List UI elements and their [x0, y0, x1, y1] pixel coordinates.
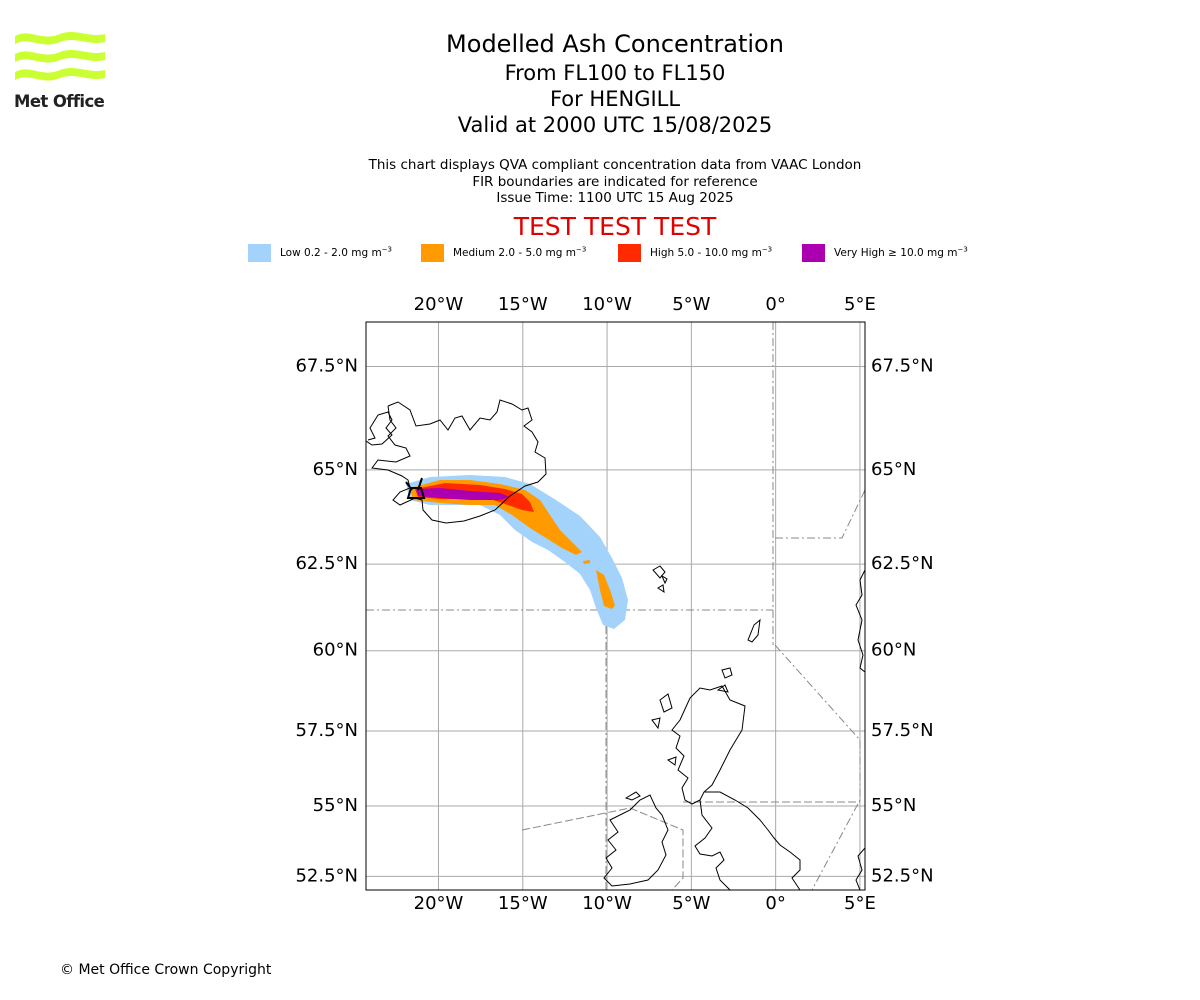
lat-tick-label-left: 60°N	[313, 640, 358, 661]
ireland-coastline	[603, 791, 669, 887]
lon-tick-label-top: 5°W	[672, 294, 710, 315]
ash-low-region	[406, 475, 628, 629]
faroe-islands-coastline	[652, 565, 668, 594]
issue-time: Issue Time: 1100 UTC 15 Aug 2025	[496, 190, 734, 206]
chart-title: Modelled Ash Concentration	[446, 30, 784, 58]
lon-tick-label-bottom: 5°W	[672, 893, 710, 914]
lat-tick-label-left: 62.5°N	[295, 553, 358, 574]
legend-swatch-high	[618, 244, 641, 262]
legend-item-medium: Medium 2.0 - 5.0 mg m−3	[421, 244, 586, 262]
legend-item-very-high: Very High ≥ 10.0 mg m−3	[802, 244, 968, 262]
copyright: © Met Office Crown Copyright	[60, 962, 272, 978]
test-banner: TEST TEST TEST	[513, 212, 717, 241]
qva-note: This chart displays QVA compliant concen…	[368, 157, 862, 173]
lat-tick-label-right: 65°N	[871, 459, 916, 480]
volcano-marker-icon	[405, 477, 426, 499]
lat-tick-label-right: 62.5°N	[871, 553, 934, 574]
fir-note: FIR boundaries are indicated for referen…	[472, 173, 758, 190]
fir-boundary-line	[775, 489, 865, 539]
legend-item-low: Low 0.2 - 2.0 mg m−3	[248, 244, 392, 262]
map-frame	[365, 321, 866, 891]
lat-tick-label-right: 57.5°N	[871, 720, 934, 741]
ash-medium-region	[583, 560, 590, 564]
lat-tick-label-left: 65°N	[313, 459, 358, 480]
concentration-legend: Low 0.2 - 2.0 mg m−3 Medium 2.0 - 5.0 mg…	[0, 244, 1200, 264]
denmark-coastline	[855, 847, 865, 890]
fir-boundary-line	[521, 807, 684, 890]
lon-tick-label-bottom: 15°W	[498, 893, 548, 914]
lon-tick-label-top: 15°W	[498, 294, 548, 315]
lat-tick-label-right: 60°N	[871, 640, 916, 661]
legend-swatch-medium	[421, 244, 444, 262]
norway-coastline	[855, 569, 865, 673]
lat-tick-label-left: 57.5°N	[295, 720, 358, 741]
ash-very-high-region	[416, 488, 510, 500]
lon-tick-label-bottom: 10°W	[582, 893, 632, 914]
lon-tick-label-top: 10°W	[582, 294, 632, 315]
lat-tick-label-right: 55°N	[871, 795, 916, 816]
legend-label-very-high: Very High ≥ 10.0 mg m−3	[834, 245, 968, 259]
iceland-coastline	[366, 399, 547, 524]
lat-tick-label-right: 52.5°N	[871, 865, 934, 886]
lat-tick-label-right: 67.5°N	[871, 355, 934, 376]
flight-level-range: From FL100 to FL150	[504, 61, 726, 85]
legend-item-high: High 5.0 - 10.0 mg m−3	[618, 244, 772, 262]
fir-boundary-line	[774, 644, 861, 890]
valid-time: Valid at 2000 UTC 15/08/2025	[457, 113, 773, 137]
legend-label-high: High 5.0 - 10.0 mg m−3	[650, 245, 773, 259]
met-office-logo-text: Met Office	[14, 92, 105, 111]
lon-tick-label-top: 20°W	[414, 294, 464, 315]
lon-tick-label-bottom: 0°	[765, 893, 785, 914]
lon-tick-label-top: 5°E	[844, 294, 876, 315]
lon-tick-label-top: 0°	[765, 294, 785, 315]
lat-tick-label-left: 67.5°N	[295, 355, 358, 376]
ash-medium-region	[596, 570, 615, 609]
legend-swatch-very-high	[802, 244, 825, 262]
chart-notes: This chart displays QVA compliant concen…	[215, 157, 1015, 207]
scotland-coastline	[651, 618, 761, 805]
legend-label-low: Low 0.2 - 2.0 mg m−3	[280, 245, 393, 259]
map-content	[366, 322, 865, 890]
chart-title-block: Modelled Ash Concentration From FL100 to…	[215, 28, 1015, 138]
lon-tick-label-bottom: 5°E	[844, 893, 876, 914]
lon-tick-label-bottom: 20°W	[414, 893, 464, 914]
volcano-name: For HENGILL	[549, 87, 681, 111]
legend-label-medium: Medium 2.0 - 5.0 mg m−3	[453, 245, 587, 259]
legend-swatch-low	[248, 244, 271, 262]
lat-tick-label-left: 55°N	[313, 795, 358, 816]
england-wales-coastline	[694, 791, 801, 890]
met-office-logo-waves-icon	[15, 32, 105, 81]
axis-tick-labels: 20°W 20°W 15°W 15°W 10°W 10°W 5°W 5°W 0° 0° 5°E 5°E…	[295, 294, 933, 914]
fir-boundaries	[366, 322, 865, 890]
coastlines	[366, 399, 865, 890]
lat-tick-label-left: 52.5°N	[295, 865, 358, 886]
